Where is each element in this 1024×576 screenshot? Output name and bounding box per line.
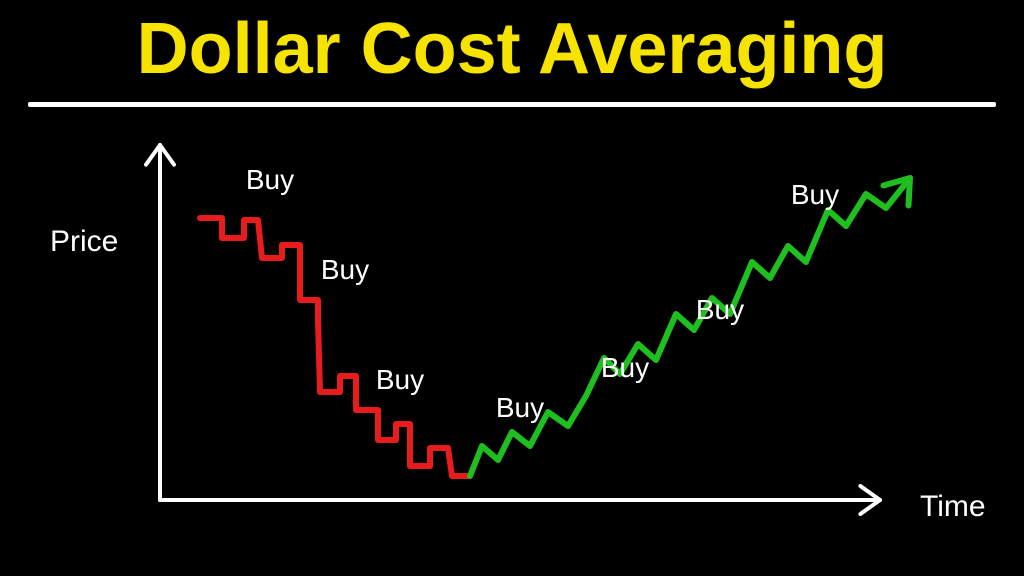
buy-label: Buy	[496, 392, 544, 424]
chart-canvas: Dollar Cost Averaging Price Time BuyBuyB…	[0, 0, 1024, 576]
chart-svg	[0, 0, 1024, 576]
buy-label: Buy	[791, 179, 839, 211]
buy-label: Buy	[696, 294, 744, 326]
y-axis-label: Price	[50, 225, 118, 259]
buy-label: Buy	[321, 254, 369, 286]
x-axis-label: Time	[920, 490, 986, 524]
buy-label: Buy	[246, 164, 294, 196]
buy-label: Buy	[601, 352, 649, 384]
buy-label: Buy	[376, 364, 424, 396]
